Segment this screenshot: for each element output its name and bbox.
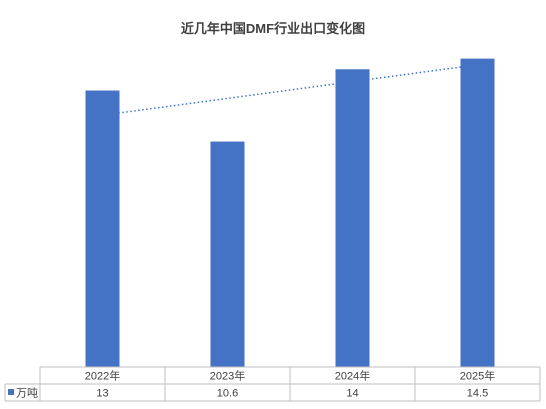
bar-1 [210,141,245,367]
category-label-3: 2025年 [460,369,495,383]
legend-series-name: 万吨 [16,387,38,400]
legend-swatch [8,389,14,395]
category-label-1: 2023年 [210,369,245,383]
value-label-2: 14 [346,388,358,400]
value-label-1: 10.6 [217,388,238,400]
bar-0 [85,90,120,368]
value-label-3: 14.5 [467,388,488,400]
bar-2 [335,69,370,368]
bar-3 [460,58,495,368]
category-label-2: 2024年 [335,369,370,383]
chart-title: 近几年中国DMF行业出口变化图 [180,21,366,36]
value-label-0: 13 [96,388,108,400]
category-label-0: 2022年 [85,369,120,383]
trendline [102,64,478,116]
